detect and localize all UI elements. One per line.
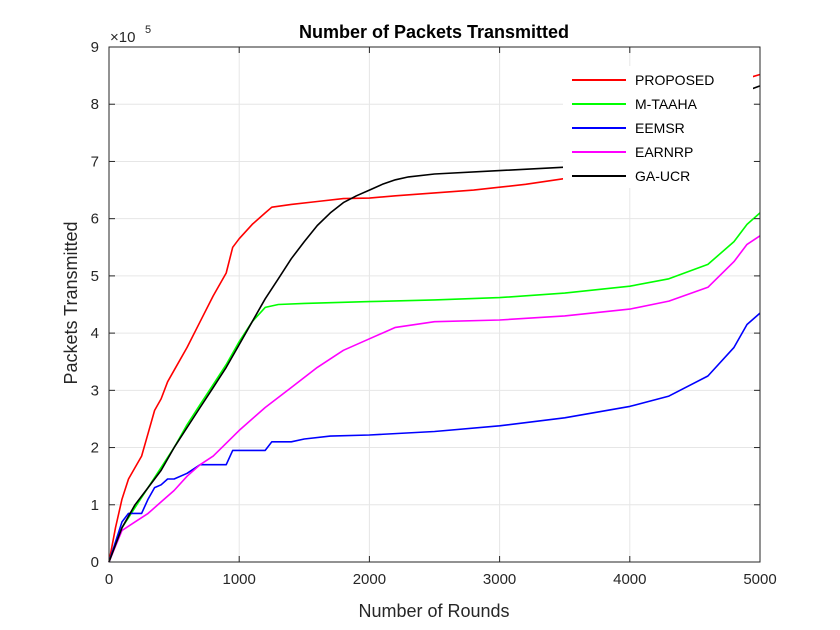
y-multiplier-base: ×10 [110,29,135,46]
legend-label-m-taaha: M-TAAHA [635,96,698,112]
y-tick-label: 7 [91,153,99,170]
x-tick-label: 3000 [483,571,516,588]
series-line-proposed [108,177,565,563]
legend-label-proposed: PROPOSED [635,72,714,88]
legend-label-earnrp: EARNRP [635,144,693,160]
x-tick-label: 2000 [353,571,386,588]
legend-label-ga-ucr: GA-UCR [635,168,690,184]
y-tick-label: 8 [91,96,99,113]
x-tick-label: 5000 [743,571,776,588]
x-tick-label: 0 [105,571,113,588]
y-tick-label: 0 [91,554,99,571]
y-tick-label: 9 [91,39,99,56]
y-tick-label: 3 [91,382,99,399]
y-axis-label: Packets Transmitted [61,221,81,384]
x-tick-label: 4000 [613,571,646,588]
legend-label-eemsr: EEMSR [635,120,685,136]
x-tick-label: 1000 [223,571,256,588]
series-line-earnrp [108,235,761,563]
y-tick-label: 6 [91,211,99,228]
series-line-m-taaha [108,212,761,563]
series-line-ga-ucr [108,166,565,563]
grid [108,46,761,563]
y-multiplier: ×10 5 [110,24,151,46]
chart-title: Number of Packets Transmitted [299,22,569,42]
axes-box [108,46,761,563]
y-tick-label: 5 [91,268,99,285]
y-tick-label: 1 [91,497,99,514]
y-multiplier-exp: 5 [145,24,151,36]
y-tick-label: 4 [91,325,99,342]
legend: PROPOSED M-TAAHA EEMSR EARNRP GA-UCR [563,66,753,188]
axis-ticks: 0 1000 2000 3000 4000 5000 0 1 2 3 4 5 6 7 8 9 [91,39,777,588]
x-axis-label: Number of Rounds [358,601,509,621]
series-line-eemsr [108,312,761,563]
series-lines [108,73,761,563]
y-tick-label: 2 [91,440,99,457]
